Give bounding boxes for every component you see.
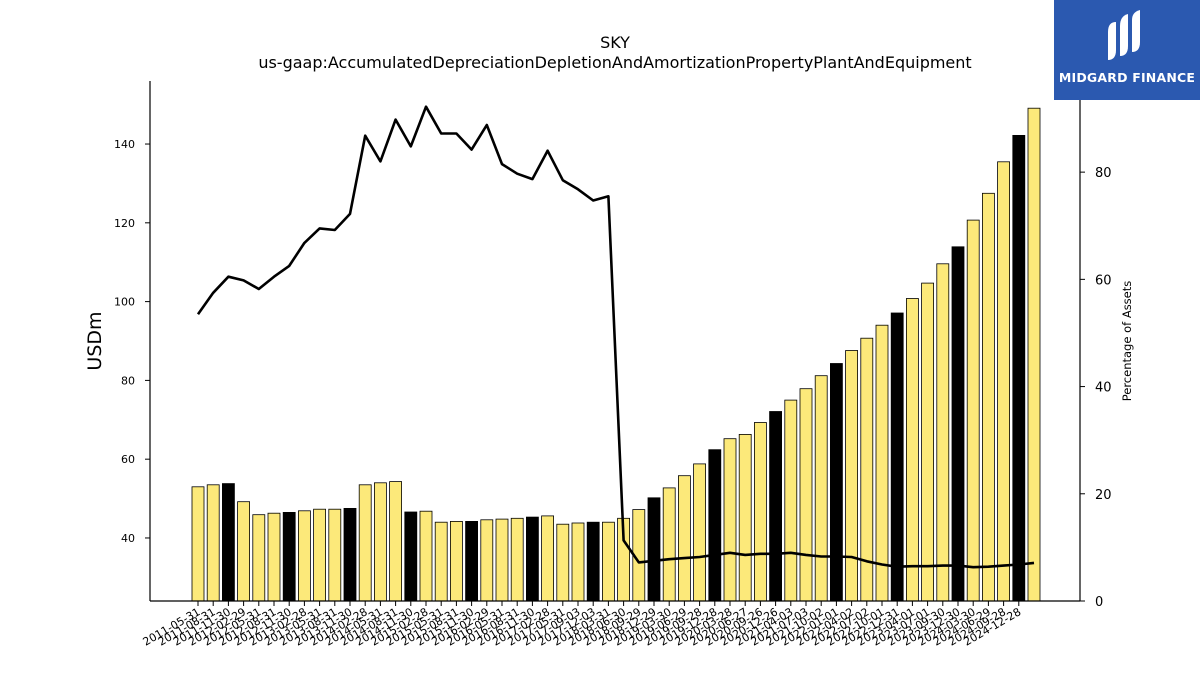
y-left-tick-label: 140 — [114, 138, 135, 151]
bar — [814, 375, 828, 602]
percentage-series-line — [196, 105, 1035, 569]
bar — [313, 508, 327, 602]
bar — [754, 422, 767, 602]
axes-layer: 4060801001201400204060802011-05-312011-0… — [114, 81, 1112, 649]
bar — [221, 483, 235, 602]
bar — [237, 501, 251, 602]
y-right-tick-label: 20 — [1095, 488, 1112, 503]
bar — [510, 517, 524, 602]
bar — [526, 516, 539, 602]
bar — [708, 449, 722, 602]
bar — [389, 481, 403, 602]
bar — [571, 522, 585, 602]
bar — [495, 518, 509, 602]
bar — [358, 484, 372, 602]
bar — [890, 312, 904, 602]
bar — [419, 510, 433, 602]
chart-subtitle: us-gaap:AccumulatedDepreciationDepletion… — [258, 53, 971, 72]
bar — [997, 161, 1010, 602]
bar — [404, 511, 418, 602]
bar — [662, 487, 676, 602]
bar — [738, 433, 752, 602]
bar — [434, 521, 448, 602]
bar — [191, 486, 205, 602]
bar — [1012, 134, 1026, 602]
bar — [297, 510, 311, 602]
y-right-tick-label: 0 — [1095, 595, 1103, 610]
bar — [982, 192, 995, 602]
bar — [845, 350, 858, 602]
bar — [556, 523, 570, 602]
brand-logo: MIDGARD FINANCE — [1054, 0, 1200, 100]
bar — [678, 475, 691, 602]
bar — [328, 508, 342, 602]
bar — [373, 482, 387, 602]
y-right-tick-label: 80 — [1095, 166, 1112, 181]
y-right-tick-label: 60 — [1095, 273, 1112, 288]
logo-text: MIDGARD FINANCE — [1058, 70, 1196, 85]
y-left-tick-label: 60 — [121, 453, 135, 466]
bar — [693, 463, 706, 602]
bar — [830, 363, 843, 602]
bar — [921, 282, 934, 602]
bar — [799, 388, 813, 602]
bar — [875, 324, 889, 602]
bar — [936, 263, 950, 602]
bar — [206, 484, 220, 602]
y-axis-left-label: USDm — [84, 311, 106, 370]
y-axis-right-label: Percentage of Assets — [1120, 281, 1134, 402]
bar — [906, 298, 919, 602]
bar — [647, 497, 661, 602]
bar — [1027, 107, 1041, 602]
bar — [480, 519, 494, 602]
logo-mark-icon — [1108, 10, 1140, 60]
bar — [586, 521, 600, 602]
y-right-tick-label: 40 — [1095, 381, 1112, 396]
bar — [951, 246, 965, 602]
y-left-tick-label: 80 — [121, 374, 135, 387]
bar — [541, 515, 554, 602]
y-left-tick-label: 120 — [114, 217, 135, 230]
bar — [602, 521, 615, 602]
y-left-tick-label: 40 — [121, 532, 135, 545]
line-layer — [196, 105, 1035, 569]
bar — [966, 219, 980, 602]
bar — [784, 399, 798, 602]
bar — [267, 512, 281, 602]
bar — [449, 521, 463, 602]
bar — [282, 512, 296, 602]
bar — [252, 514, 266, 602]
bar — [769, 411, 782, 602]
y-left-tick-label: 100 — [114, 296, 135, 309]
chart-title: SKY — [600, 33, 630, 52]
bar — [465, 521, 479, 602]
bar — [723, 438, 737, 602]
bar — [343, 507, 357, 602]
